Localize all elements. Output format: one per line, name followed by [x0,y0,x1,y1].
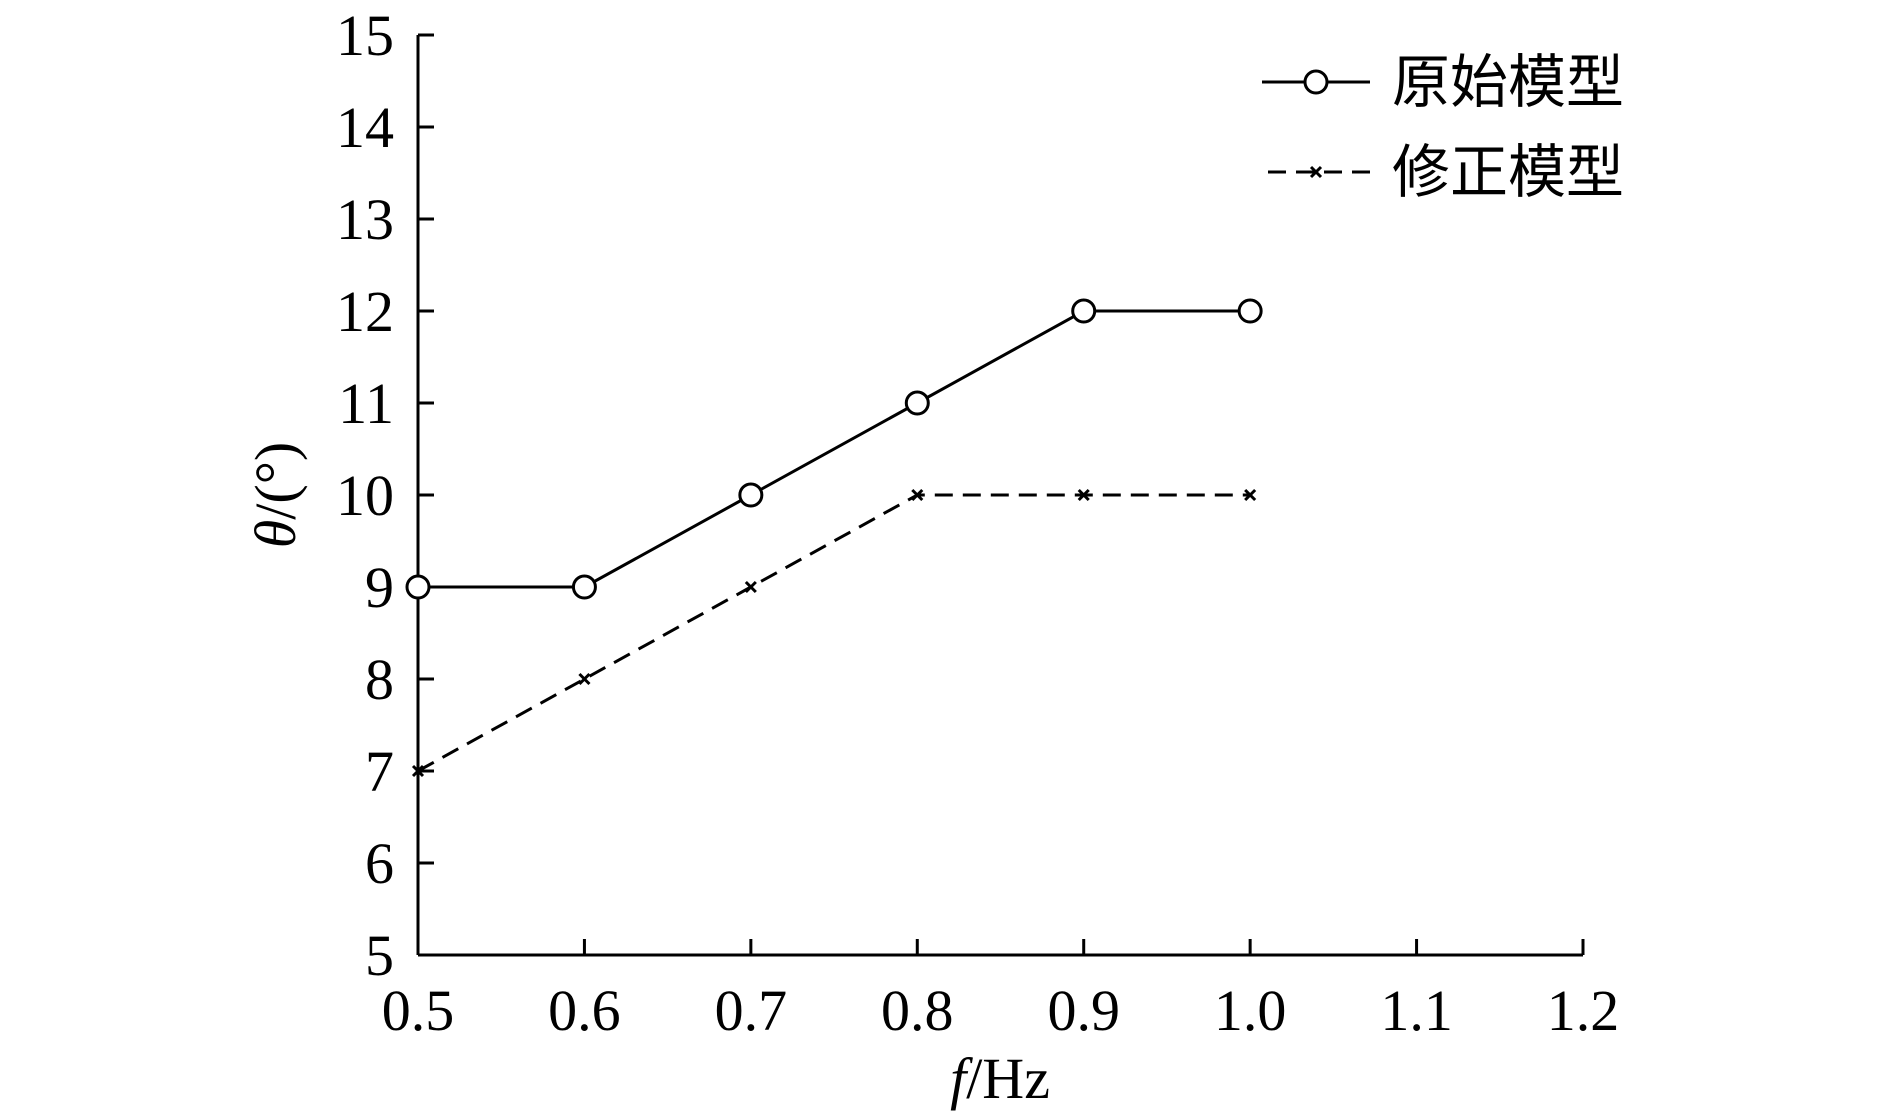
y-axis-title-unit: /(°) [243,442,308,520]
legend-marker-corrected [1309,165,1323,179]
series-2-point [744,580,757,594]
series-1-point [1237,298,1263,324]
y-tick-label: 15 [336,3,394,68]
point-stroke [411,764,425,778]
x-axis-title-unit: /Hz [966,1046,1050,1111]
series-2-line [417,493,1251,773]
y-tick-label: 11 [338,371,394,436]
series-2-point [578,672,591,686]
ticks: 5 6 7 8 9 10 11 12 13 14 15 0.5 0.6 0.7 0.8 0.9 1.0 1.1 1.… [336,3,1619,1043]
series-1-line [418,309,1251,589]
legend-marker-original [1303,69,1329,95]
x-tick-label: 0.9 [1047,978,1120,1043]
y-tick-label: 10 [336,463,394,528]
legend-item-original: 原始模型 [1262,50,1624,115]
legend-label-corrected: 修正模型 [1392,140,1624,205]
series-1-point [738,482,764,508]
x-tick-label: 0.5 [382,978,455,1043]
series-1-point [571,574,597,600]
legend: 原始模型 修正模型 [1262,50,1624,205]
series [405,298,1263,778]
y-tick-label: 8 [365,647,394,712]
x-tick-label: 1.0 [1214,978,1287,1043]
point-stroke [744,580,757,594]
series-2-point [1077,488,1090,502]
x-tick-label: 1.2 [1547,978,1620,1043]
y-tick-label: 5 [365,923,394,988]
y-axis-title: θ/(°) [243,442,308,548]
series-1-point [405,574,431,600]
series-2-point [1244,488,1257,502]
x-axis-title: f/Hz [950,1046,1050,1111]
x-tick-label: 0.8 [881,978,954,1043]
series-1-point [904,390,930,416]
series-2-point [411,764,425,778]
legend-label-original: 原始模型 [1392,50,1624,115]
point-stroke [1077,488,1090,502]
series-1-point [1071,298,1097,324]
y-axis-title-symbol: θ [243,520,308,549]
x-tick-label: 0.7 [715,978,788,1043]
legend-item-corrected: 修正模型 [1268,140,1624,205]
y-tick-label: 14 [336,95,394,160]
series-2-point [911,488,924,502]
x-tick-label: 1.1 [1380,978,1453,1043]
y-tick-label: 13 [336,187,394,252]
point-stroke [578,672,591,686]
y-tick-label: 7 [365,739,394,804]
x-tick-label: 0.6 [548,978,621,1043]
y-tick-label: 9 [365,555,394,620]
y-tick-label: 12 [336,279,394,344]
point-stroke [911,488,924,502]
y-tick-label: 6 [365,831,394,896]
point-stroke [1244,488,1257,502]
